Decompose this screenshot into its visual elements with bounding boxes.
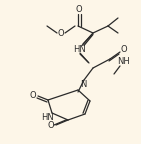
Text: O: O xyxy=(76,5,82,15)
Text: NH: NH xyxy=(118,57,130,67)
Text: O: O xyxy=(121,44,127,54)
Text: HN: HN xyxy=(74,46,86,54)
Text: N: N xyxy=(80,80,86,89)
Text: HN: HN xyxy=(42,113,54,123)
Text: O: O xyxy=(48,122,54,130)
Text: O: O xyxy=(58,29,64,37)
Text: O: O xyxy=(30,90,36,100)
